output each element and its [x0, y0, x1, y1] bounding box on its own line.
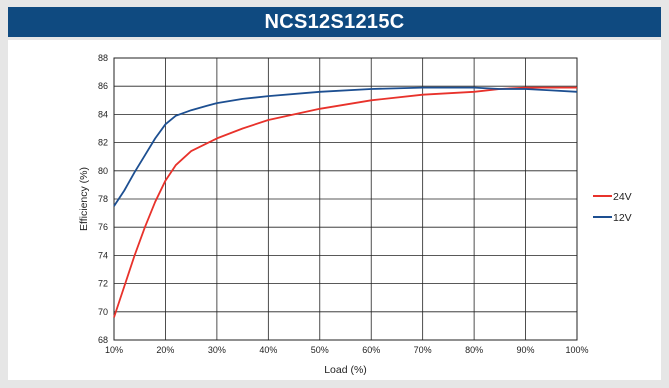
- y-tick-label: 76: [98, 222, 108, 232]
- legend-label-24v: 24V: [613, 191, 632, 203]
- x-tick-label: 60%: [362, 345, 380, 355]
- plot-border: [113, 57, 578, 341]
- series-lines: [113, 86, 578, 318]
- y-tick-label: 68: [98, 335, 108, 345]
- y-tick-label: 82: [98, 138, 108, 148]
- grid-lines: [113, 57, 578, 341]
- x-tick-label: 50%: [311, 345, 329, 355]
- x-tick-label: 10%: [105, 345, 123, 355]
- y-tick-label: 74: [98, 250, 108, 260]
- axis-labels: 68 70 72 74 76 78 80 82 84 86 88 10% 20% 30% 40% 50% 60%…: [78, 53, 589, 376]
- x-axis-label: Load (%): [324, 364, 367, 376]
- x-tick-label: 90%: [517, 345, 535, 355]
- y-tick-label: 84: [98, 109, 108, 119]
- x-tick-label: 100%: [565, 345, 588, 355]
- x-tick-label: 70%: [414, 345, 432, 355]
- legend-label-12v: 12V: [613, 212, 632, 224]
- y-tick-label: 70: [98, 307, 108, 317]
- y-tick-label: 86: [98, 81, 108, 91]
- y-axis-label: Efficiency (%): [78, 167, 90, 231]
- x-tick-label: 30%: [208, 345, 226, 355]
- x-tick-label: 20%: [156, 345, 174, 355]
- efficiency-chart: 68 70 72 74 76 78 80 82 84 86 88 10% 20% 30% 40% 50% 60%…: [78, 53, 632, 376]
- x-tick-label: 40%: [259, 345, 277, 355]
- series-line-24v: [113, 86, 577, 318]
- y-tick-label: 78: [98, 194, 108, 204]
- x-tick-label: 80%: [465, 345, 483, 355]
- y-tick-label: 80: [98, 166, 108, 176]
- chart-panel: 68 70 72 74 76 78 80 82 84 86 88 10% 20% 30% 40% 50% 60%…: [8, 40, 661, 380]
- y-tick-label: 88: [98, 53, 108, 63]
- legend: 24V 12V: [593, 191, 632, 224]
- series-line-12v: [113, 86, 578, 207]
- chart-title: NCS12S1215C: [8, 7, 661, 37]
- y-tick-label: 72: [98, 279, 108, 289]
